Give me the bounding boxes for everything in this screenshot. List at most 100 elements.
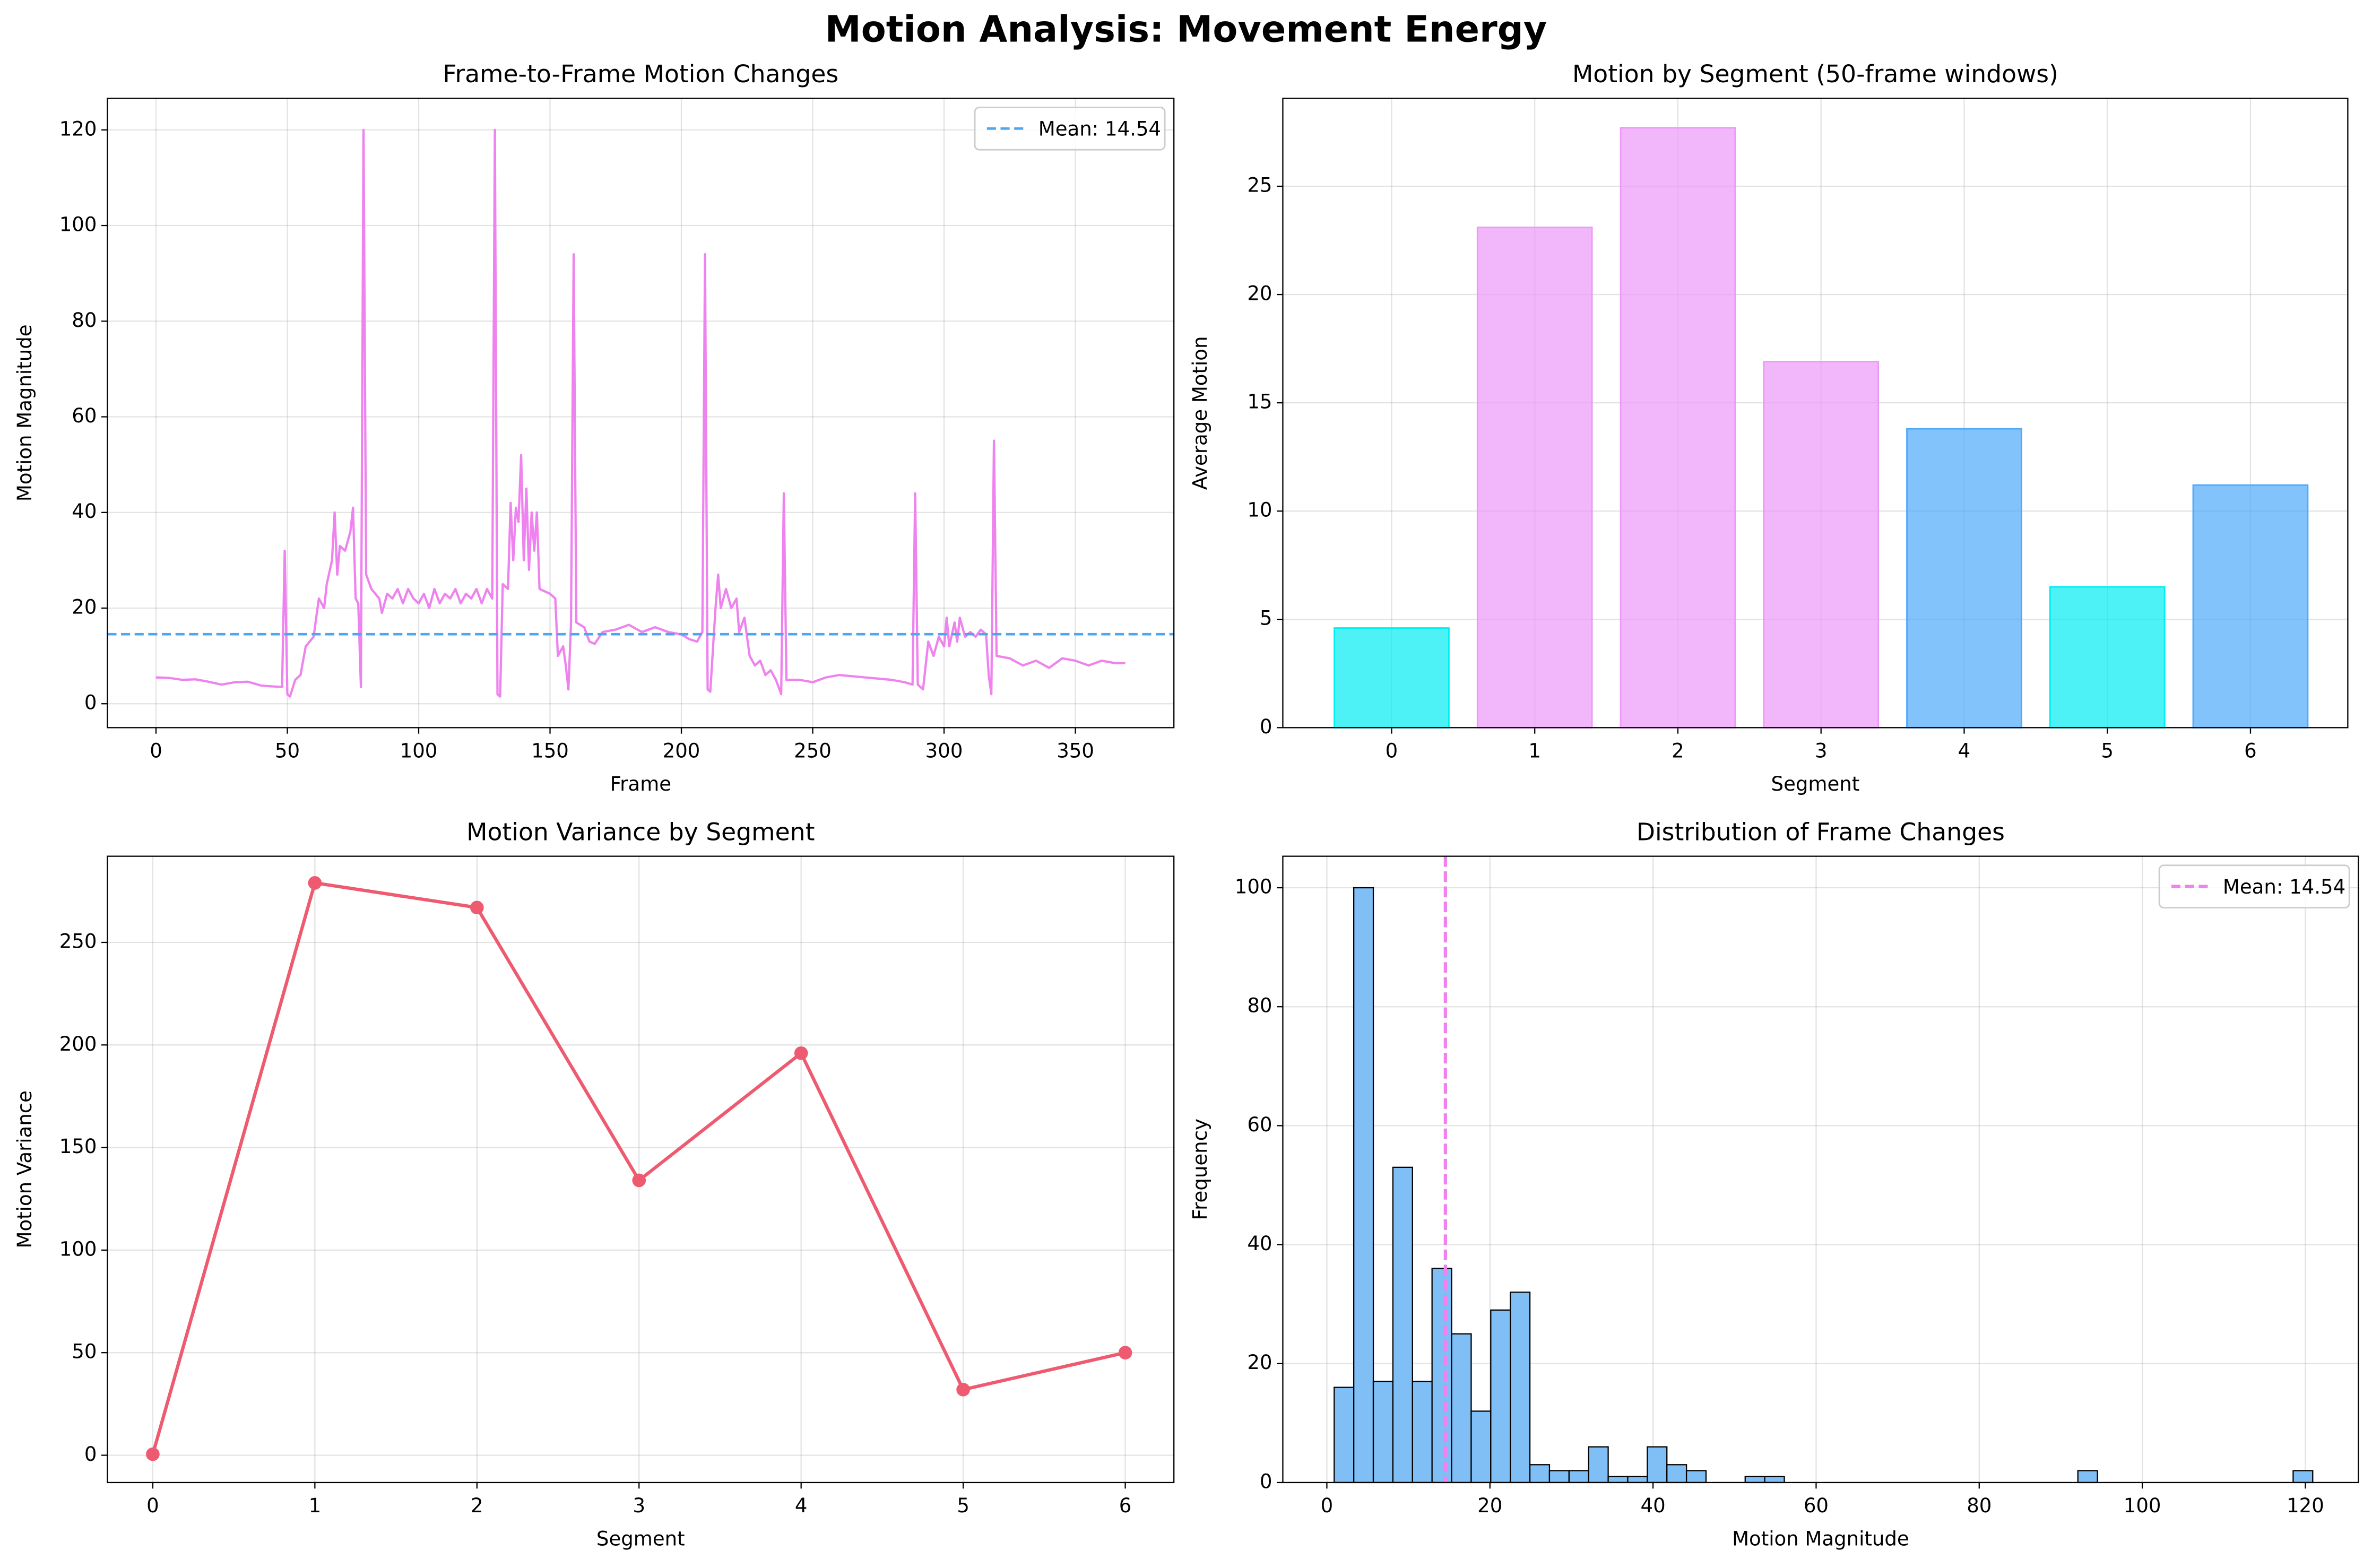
x-tick-label: 100 [2124, 1494, 2161, 1517]
x-tick-label: 300 [925, 739, 963, 762]
histogram-bar [1647, 1446, 1668, 1484]
x-tick-label: 3 [633, 1494, 645, 1517]
histogram-bar [1392, 1166, 1413, 1484]
y-axis-label: Motion Variance [13, 1090, 36, 1248]
histogram-bar [1490, 1309, 1511, 1484]
y-axis-label: Frequency [1189, 1119, 1211, 1220]
x-tick-label: 5 [957, 1494, 969, 1517]
y-tick-label: 20 [1247, 1351, 1272, 1374]
histogram-bar [1431, 1268, 1452, 1484]
y-tick-label: 20 [72, 595, 97, 618]
x-axis-label: Segment [596, 1528, 685, 1550]
bar [1620, 127, 1736, 729]
histogram-bar [1470, 1410, 1492, 1484]
x-tick-label: 200 [663, 739, 700, 762]
y-tick-label: 20 [1247, 282, 1272, 305]
histogram-bar [1548, 1470, 1570, 1484]
x-tick-label: 2 [1672, 739, 1684, 762]
y-tick-label: 0 [84, 691, 97, 714]
x-tick-label: 6 [2244, 739, 2257, 762]
bar [2049, 586, 2166, 729]
x-tick-label: 5 [2101, 739, 2114, 762]
histogram-bar [2292, 1470, 2314, 1484]
y-tick-label: 100 [59, 1237, 97, 1260]
histogram-bar [1685, 1470, 1707, 1484]
y-tick-label: 0 [84, 1443, 97, 1466]
y-tick-label: 0 [1260, 1470, 1272, 1493]
x-tick-label: 250 [794, 739, 832, 762]
histogram-bar [2077, 1470, 2098, 1484]
y-tick-label: 50 [72, 1340, 97, 1363]
x-tick-label: 1 [309, 1494, 322, 1517]
x-tick-label: 6 [1119, 1494, 1132, 1517]
histogram-bar [1627, 1476, 1648, 1484]
histogram-bar [1451, 1333, 1472, 1484]
y-tick-label: 40 [1247, 1232, 1272, 1255]
data-point [146, 1447, 160, 1461]
subplot: 0 20 40 60 80 100 120 0 50 100 150 200 250 300 350 Mean… [13, 60, 1175, 795]
histogram-bar [1353, 887, 1374, 1484]
legend-box [974, 106, 1166, 151]
x-tick-label: 4 [1958, 739, 1971, 762]
x-tick-label: 0 [146, 1494, 159, 1517]
data-line [155, 128, 1126, 698]
x-tick-label: 120 [2287, 1494, 2324, 1517]
legend-label: Mean: 14.54 [2223, 876, 2345, 898]
x-axis-label: Frame [610, 773, 671, 795]
chart-title: Motion Variance by Segment [466, 818, 815, 846]
y-tick-label: 100 [1235, 876, 1272, 898]
data-point [956, 1382, 970, 1397]
bar [1763, 361, 1880, 729]
histogram-bar [1529, 1464, 1551, 1484]
x-tick-label: 150 [531, 739, 569, 762]
x-tick-label: 0 [150, 739, 162, 762]
bar [1906, 428, 2022, 729]
x-tick-label: 4 [795, 1494, 808, 1517]
x-axis-label: Segment [1771, 773, 1860, 795]
data-point [308, 876, 322, 890]
x-tick-label: 100 [400, 739, 438, 762]
x-tick-label: 20 [1477, 1494, 1502, 1517]
y-tick-label: 100 [59, 213, 97, 236]
histogram-bar [1764, 1476, 1785, 1484]
x-tick-label: 350 [1057, 739, 1094, 762]
x-tick-label: 3 [1815, 739, 1828, 762]
y-tick-label: 0 [1260, 715, 1272, 738]
y-tick-label: 5 [1260, 607, 1272, 630]
y-tick-label: 60 [1247, 1113, 1272, 1136]
histogram-bar [1510, 1292, 1531, 1484]
x-tick-label: 1 [1528, 739, 1541, 762]
x-tick-label: 0 [1321, 1494, 1334, 1517]
data-point [632, 1173, 646, 1188]
y-axis-label: Average Motion [1189, 336, 1211, 490]
chart-title: Frame-to-Frame Motion Changes [443, 60, 838, 88]
y-tick-label: 40 [72, 500, 97, 523]
data-point [470, 900, 484, 915]
histogram-bar [1607, 1476, 1629, 1484]
bar [2192, 484, 2309, 729]
y-tick-label: 10 [1247, 499, 1272, 522]
y-tick-label: 60 [72, 404, 97, 427]
x-tick-label: 2 [471, 1494, 483, 1517]
legend-label: Mean: 14.54 [1038, 118, 1161, 141]
x-tick-label: 60 [1804, 1494, 1829, 1517]
histogram-bar [1568, 1470, 1589, 1484]
legend-box [2158, 864, 2350, 908]
y-tick-label: 150 [59, 1135, 97, 1158]
y-tick-label: 80 [1247, 994, 1272, 1017]
histogram-bar [1744, 1476, 1765, 1484]
x-axis-label: Motion Magnitude [1732, 1528, 1909, 1550]
chart-title: Motion by Segment (50-frame windows) [1572, 60, 2058, 88]
y-tick-label: 120 [59, 117, 97, 140]
histogram-bar [1588, 1446, 1609, 1484]
x-tick-label: 40 [1641, 1494, 1666, 1517]
chart-title: Distribution of Frame Changes [1637, 818, 2005, 846]
legend: Mean: 14.54 [2158, 864, 2350, 908]
bar [1334, 627, 1450, 729]
subplot: 0 20 40 60 80 100 0 20 40 60 80 100 120 Mean: 14.54 Di… [1189, 818, 2359, 1550]
bar [1476, 227, 1593, 729]
y-tick-label: 15 [1247, 391, 1272, 413]
x-tick-label: 80 [1967, 1494, 1992, 1517]
axes-frame [107, 855, 1175, 1484]
